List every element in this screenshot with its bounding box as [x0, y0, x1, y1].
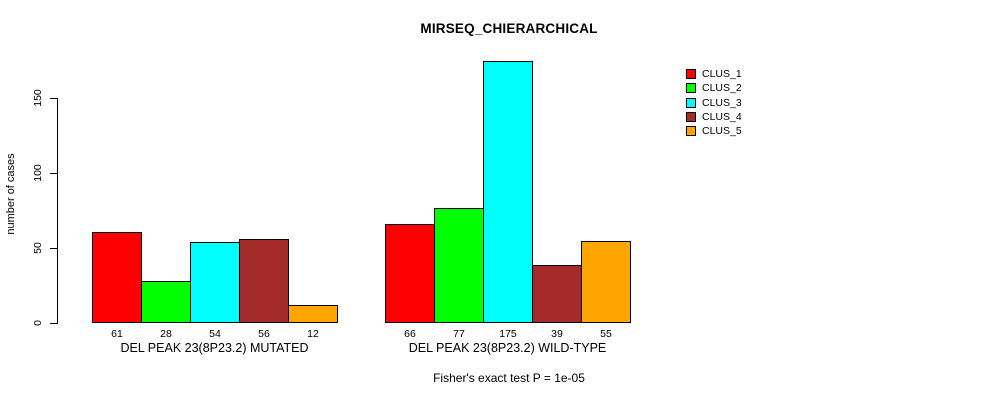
- legend-label-CLUS_4: CLUS_4: [702, 111, 742, 124]
- bar-CLUS_3-group2: [483, 60, 533, 323]
- y-tick-mark-0: [50, 322, 57, 324]
- bar-CLUS_5-group2: [581, 240, 631, 323]
- bar-value-label-CLUS_2-group2: 77: [453, 328, 465, 340]
- bar-CLUS_5-group1: [288, 305, 338, 323]
- bar-CLUS_4-group2: [532, 264, 582, 323]
- y-tick-label-150: 150: [32, 89, 44, 107]
- group-label-2: DEL PEAK 23(8P23.2) WILD-TYPE: [408, 341, 607, 355]
- legend-row-CLUS_1: CLUS_1: [686, 67, 742, 81]
- y-tick-mark-50: [50, 247, 57, 249]
- bar-value-label-CLUS_4-group2: 39: [551, 328, 563, 340]
- y-tick-mark-100: [50, 172, 57, 174]
- bar-value-label-CLUS_2-group1: 28: [160, 328, 172, 340]
- bar-value-label-CLUS_1-group2: 66: [404, 328, 416, 340]
- chart-title: MIRSEQ_CHIERARCHICAL: [420, 21, 598, 36]
- legend: CLUS_1 CLUS_2 CLUS_3 CLUS_4 CLUS_5: [686, 67, 742, 138]
- bar-CLUS_1-group2: [385, 224, 435, 323]
- bar-CLUS_4-group1: [239, 239, 289, 323]
- y-tick-label-50: 50: [32, 242, 44, 254]
- bar-CLUS_2-group1: [141, 281, 191, 323]
- legend-label-CLUS_1: CLUS_1: [702, 68, 742, 81]
- legend-row-CLUS_5: CLUS_5: [686, 124, 742, 138]
- y-axis-title: number of cases: [5, 153, 17, 235]
- bar-value-label-CLUS_5-group1: 12: [307, 328, 319, 340]
- bar-value-label-CLUS_3-group2: 175: [499, 328, 517, 340]
- legend-label-CLUS_3: CLUS_3: [702, 96, 742, 109]
- y-tick-mark-150: [50, 97, 57, 99]
- legend-swatch-CLUS_3: [686, 97, 696, 108]
- legend-row-CLUS_3: CLUS_3: [686, 96, 742, 110]
- bar-CLUS_1-group1: [92, 231, 142, 323]
- legend-swatch-CLUS_5: [686, 126, 696, 137]
- bar-value-label-CLUS_5-group2: 55: [600, 328, 612, 340]
- y-tick-label-0: 0: [32, 320, 44, 326]
- legend-label-CLUS_2: CLUS_2: [702, 82, 742, 95]
- bar-CLUS_2-group2: [434, 207, 484, 323]
- legend-label-CLUS_5: CLUS_5: [702, 125, 742, 138]
- legend-row-CLUS_2: CLUS_2: [686, 81, 742, 95]
- y-axis-line: [57, 98, 58, 324]
- group-label-1: DEL PEAK 23(8P23.2) MUTATED: [120, 341, 309, 355]
- footer-annotation: Fisher's exact test P = 1e-05: [433, 371, 585, 385]
- legend-swatch-CLUS_2: [686, 83, 696, 94]
- legend-swatch-CLUS_1: [686, 69, 696, 80]
- legend-row-CLUS_4: CLUS_4: [686, 110, 742, 124]
- bar-value-label-CLUS_4-group1: 56: [258, 328, 270, 340]
- bar-value-label-CLUS_1-group1: 61: [111, 328, 123, 340]
- bar-CLUS_3-group1: [190, 242, 240, 323]
- legend-swatch-CLUS_4: [686, 112, 696, 123]
- bar-value-label-CLUS_3-group1: 54: [209, 328, 221, 340]
- y-tick-label-100: 100: [32, 164, 44, 182]
